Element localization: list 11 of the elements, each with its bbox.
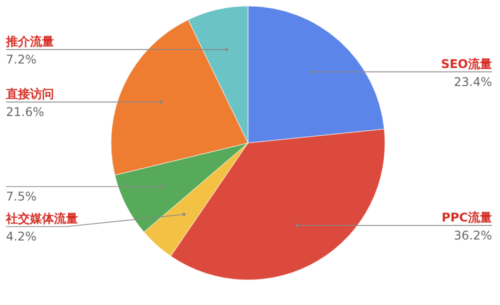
- data-label: 4.2%: [6, 230, 36, 244]
- slice-label: 社交媒体流量: [5, 212, 78, 226]
- slice-label: 推介流量: [5, 34, 54, 49]
- slice-label: PPC流量: [442, 210, 492, 224]
- data-label: 21.6%: [6, 105, 44, 120]
- slice-label: SEO流量: [440, 56, 492, 71]
- data-label: 7.5%: [6, 190, 36, 204]
- data-label: 23.4%: [454, 74, 492, 89]
- slice-label: 直接访问: [5, 87, 54, 102]
- data-label: 7.2%: [6, 52, 36, 67]
- data-label: 36.2%: [454, 228, 492, 242]
